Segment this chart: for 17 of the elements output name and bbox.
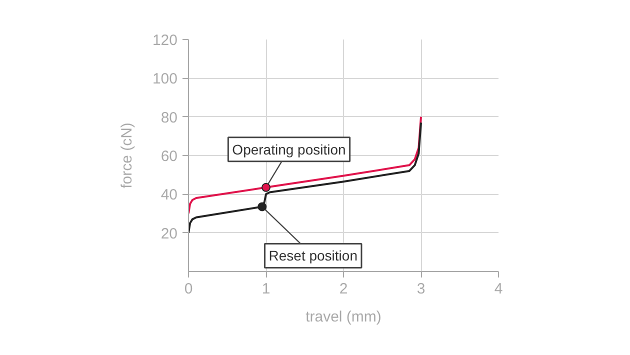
x-tick-label: 3 [416,280,426,298]
x-axis-title: travel (mm) [306,308,382,326]
line-series [188,122,422,234]
x-tick-label: 4 [494,280,503,298]
x-tick-label: 1 [262,280,270,298]
y-tick-label: 80 [160,109,178,126]
y-tick-label: 60 [160,148,178,165]
y-tick-label: 100 [152,70,178,88]
y-tick-label: 40 [160,186,178,204]
x-tick-label: 2 [339,280,348,298]
x-tick-label: 0 [184,280,193,298]
y-tick-label: 120 [152,32,178,49]
y-tick-label: 20 [160,225,178,242]
y-axis-title: force (cN) [118,122,136,188]
annotation: Operating position [232,141,346,158]
line-series [188,116,422,214]
annotation: Reset position [268,248,358,264]
